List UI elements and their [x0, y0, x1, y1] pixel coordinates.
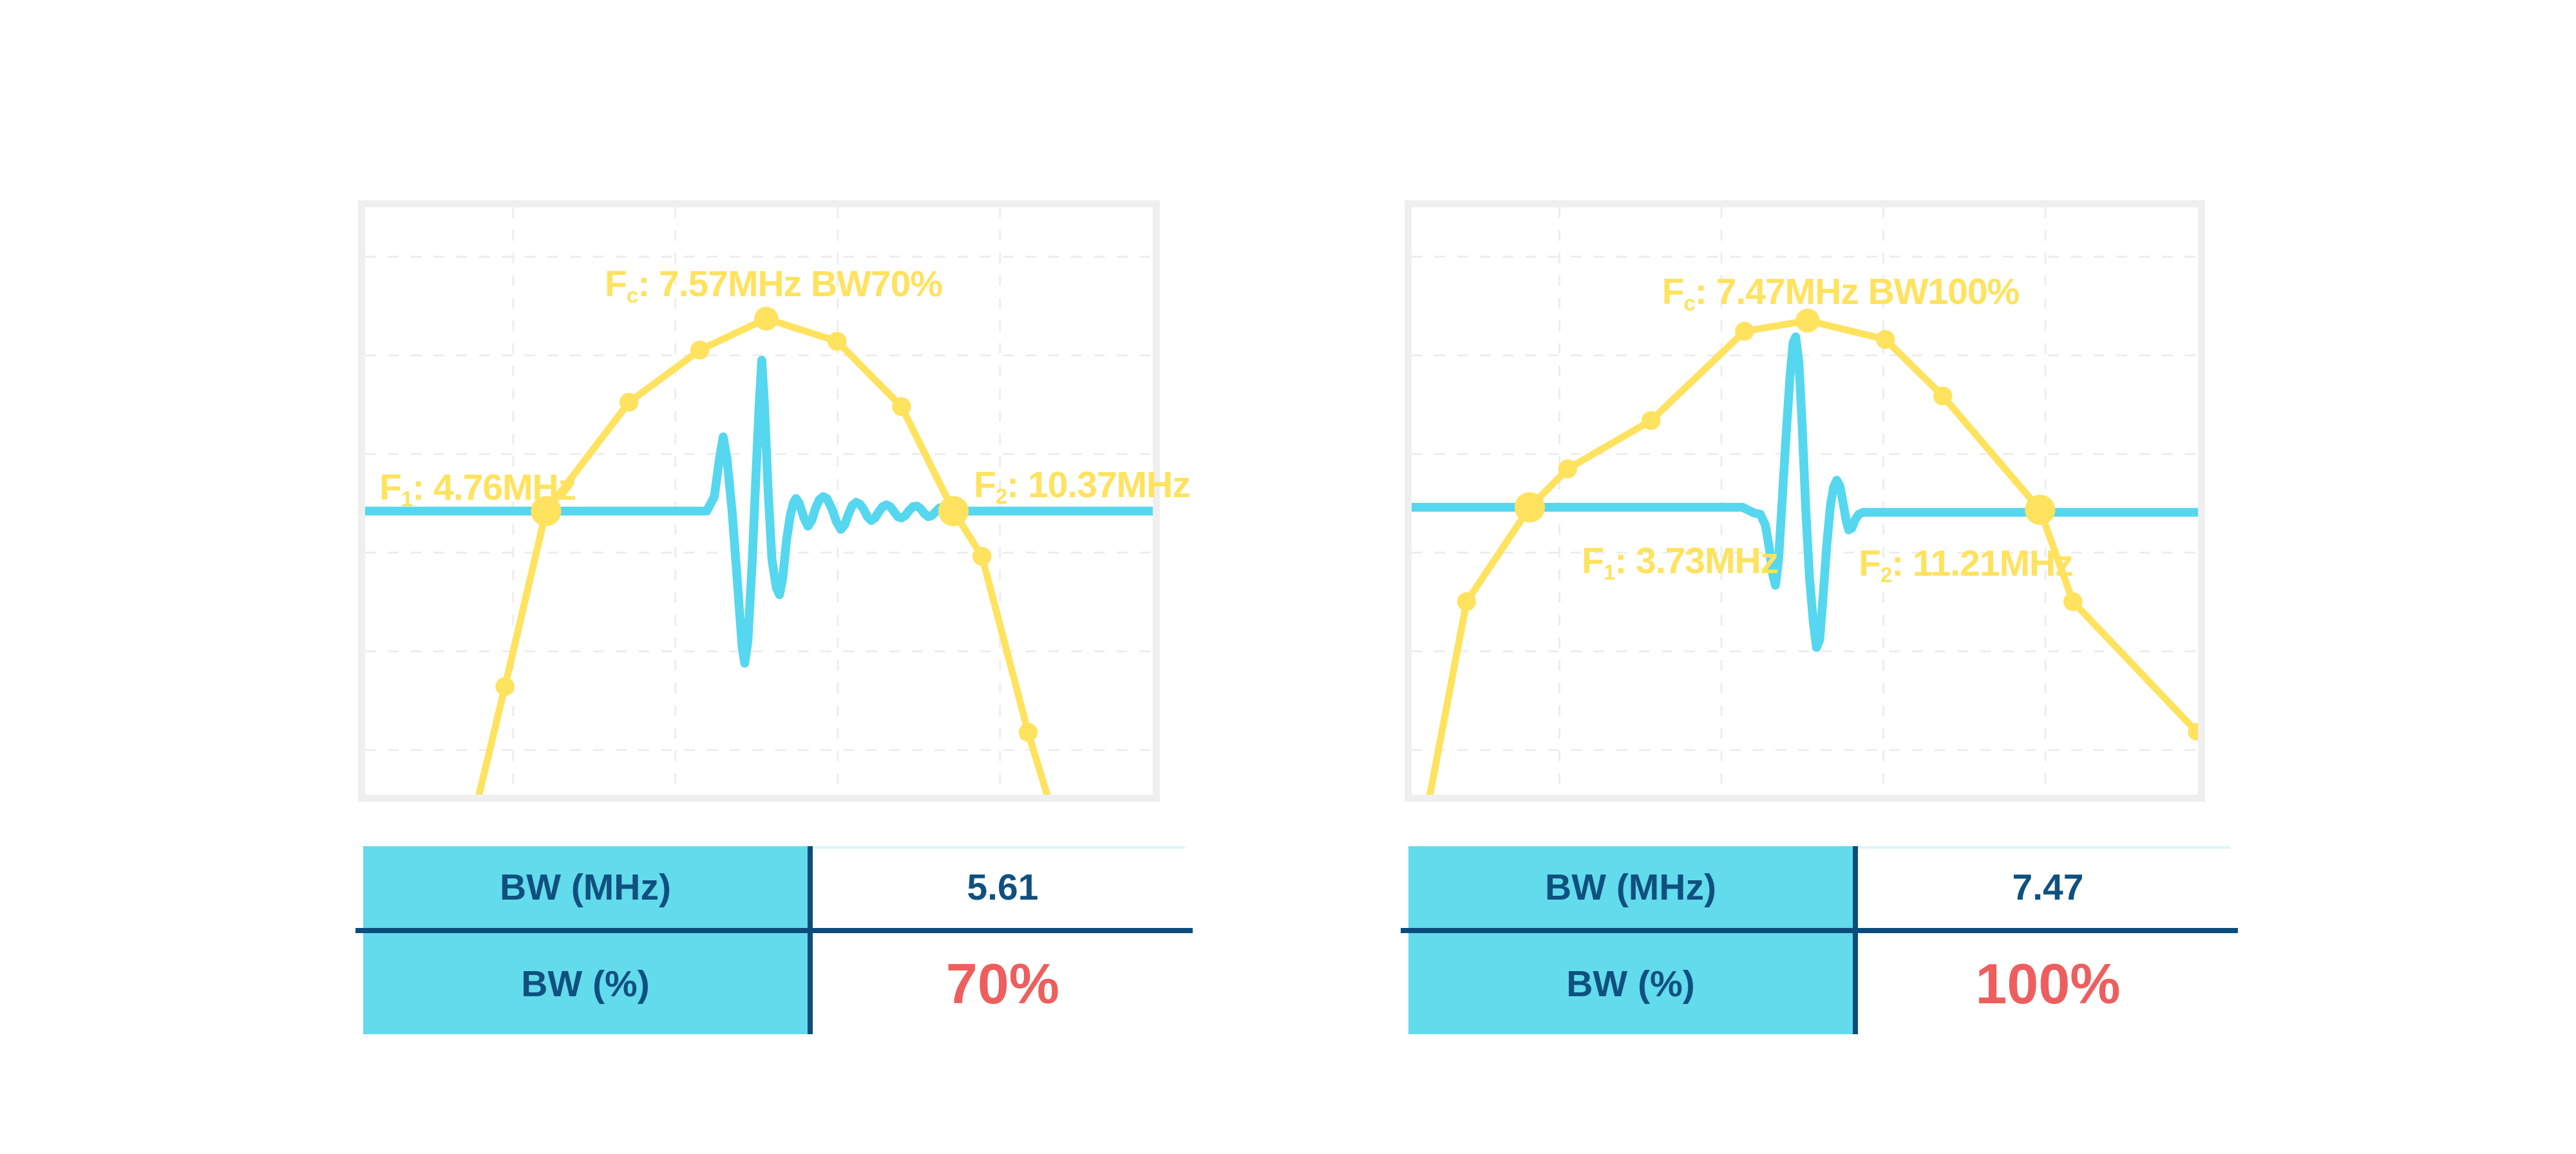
spectrum-point-marker [1641, 411, 1661, 430]
spectrum-point-marker [972, 547, 992, 566]
table-header-column [1408, 846, 1853, 1034]
table-label-bw-pct: BW (%) [521, 963, 650, 1005]
spectrum-plot [1412, 207, 2198, 795]
spectrum-peak-marker [754, 307, 779, 331]
cutoff-frequency-marker [531, 496, 562, 527]
spectrum-chart-panel-bw100: Fc: 7.47MHz BW100% F1: 3.73MHz F2: 11.21… [1405, 200, 2205, 802]
label-rest: : 3.73MHz [1615, 540, 1779, 582]
spectrum-curve [1426, 317, 2198, 795]
spectrum-point-marker [495, 677, 515, 696]
table-value-top-border [813, 846, 1185, 849]
table-value-bw-pct: 100% [1975, 951, 2121, 1016]
label-rest: : 7.57MHz BW70% [638, 263, 943, 305]
spectrum-point-marker [1933, 386, 1953, 406]
f2-frequency-label: F2: 11.21MHz [1859, 543, 2074, 587]
spectrum-point-marker [1457, 592, 1477, 611]
spectrum-point-marker [619, 393, 639, 412]
table-row-divider [355, 928, 1193, 933]
spectrum-point-marker [828, 332, 847, 351]
table-row-divider [1401, 928, 2238, 933]
spectrum-chart-panel-bw70: Fc: 7.57MHz BW70% F1: 4.76MHz F2: 10.37M… [358, 200, 1191, 802]
center-frequency-label: Fc: 7.57MHz BW70% [604, 263, 943, 308]
label-base: F [1859, 543, 1881, 584]
cutoff-frequency-marker [1514, 492, 1545, 523]
label-subscript: c [1683, 291, 1695, 316]
label-rest: : 4.76MHz [412, 467, 576, 508]
spectrum-point-marker [2063, 592, 2083, 611]
spectrum-point-marker [892, 397, 911, 417]
label-base: F [379, 467, 402, 508]
table-label-bw-mhz: BW (MHz) [500, 866, 671, 908]
pulse-waveform [365, 355, 1153, 668]
table-value-bw-pct: 70% [945, 951, 1060, 1016]
f2-frequency-label: F2: 10.37MHz [974, 464, 1191, 509]
table-value-top-border [1858, 846, 2230, 849]
spectrum-point-marker [1875, 330, 1895, 349]
table-label-bw-mhz: BW (MHz) [1545, 866, 1716, 908]
table-column-divider [1853, 846, 1858, 1034]
spectrum-point-marker [1558, 459, 1577, 478]
spectrum-point-marker [1735, 321, 1754, 341]
bandwidth-table-bw100: BW (MHz) 7.47 BW (%) 100% [1401, 846, 2238, 1034]
label-base: F [1582, 540, 1604, 582]
label-base: F [1662, 271, 1685, 312]
center-frequency-label: Fc: 7.47MHz BW100% [1662, 272, 2020, 316]
spectrum-edge-marker [2188, 723, 2198, 741]
spectrum-curve [475, 315, 1051, 795]
bandwidth-table-bw70: BW (MHz) 5.61 BW (%) 70% [355, 846, 1193, 1034]
pulse-waveform [1412, 332, 2198, 652]
label-rest: : 7.47MHz BW100% [1694, 271, 2020, 312]
table-value-bw-mhz: 7.47 [2012, 866, 2084, 908]
label-rest: : 10.37MHz [1007, 464, 1191, 506]
spectrum-point-marker [690, 341, 710, 360]
table-label-bw-pct: BW (%) [1566, 963, 1695, 1005]
f1-frequency-label: F1: 3.73MHz [1582, 540, 1779, 585]
f1-frequency-label: F1: 4.76MHz [379, 468, 576, 511]
label-subscript: 2 [995, 484, 1007, 509]
label-subscript: 1 [401, 487, 413, 511]
label-base: F [604, 263, 627, 305]
label-rest: : 11.21MHz [1891, 543, 2073, 584]
spectrum-point-marker [1018, 723, 1038, 742]
table-column-divider [808, 846, 813, 1034]
label-subscript: 1 [1603, 560, 1615, 585]
label-subscript: c [626, 283, 638, 308]
table-value-bw-mhz: 5.61 [967, 866, 1039, 908]
cutoff-frequency-marker [938, 496, 969, 527]
table-header-column [363, 846, 808, 1034]
cutoff-frequency-marker [2025, 495, 2056, 525]
spectrum-peak-marker [1795, 308, 1820, 333]
spectrum-plot [365, 207, 1153, 795]
label-base: F [974, 464, 996, 506]
label-subscript: 2 [1880, 563, 1892, 587]
